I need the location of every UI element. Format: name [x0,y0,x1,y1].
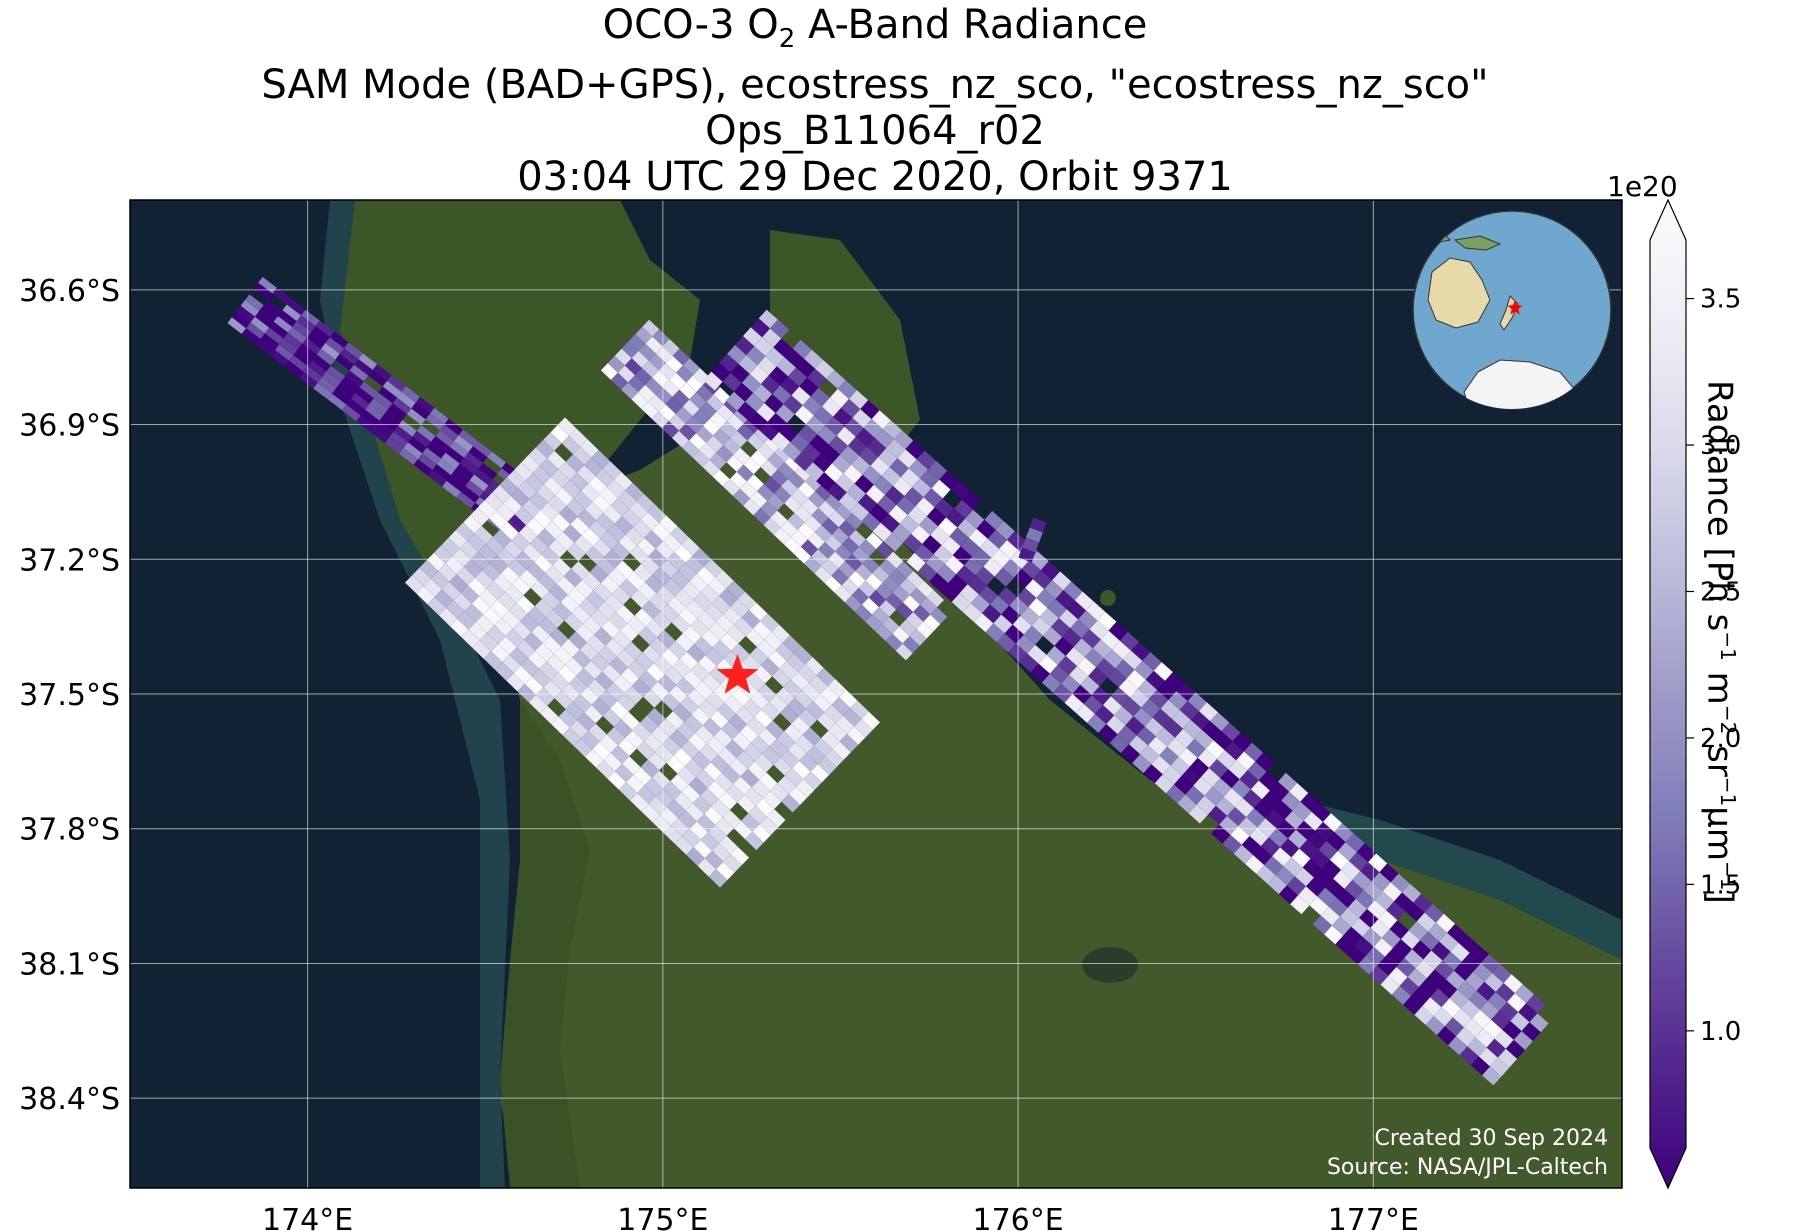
radiance-swaths [227,276,1549,1086]
colorbar-tick-label: 3.0 [1700,431,1741,461]
colorbar-label-exponent: −2 [1716,704,1740,735]
title-line-2: SAM Mode (BAD+GPS), ecostress_nz_sco, "e… [261,62,1489,108]
colorbar-exponent: 1e20 [1607,170,1678,203]
colorbar-tick-label: 2.0 [1700,724,1741,754]
lat-tick-label: 38.4°S [19,1082,120,1117]
colorbar-label-part: sr [1699,734,1740,777]
figure-title: OCO-3 O2 A-Band Radiance SAM Mode (BAD+G… [0,2,1750,200]
land-northland [340,200,700,640]
title-line-3: Ops_B11064_r02 [705,108,1045,154]
longitude-labels: 174°E 175°E 176°E 177°E [262,1203,1419,1231]
colorbar-ticks: 1.0 1.5 2.0 2.5 3.0 3.5 [1686,285,1741,1047]
colorbar-label-part: m [1699,660,1740,705]
colorbar-tick-label: 1.5 [1700,870,1741,900]
lat-tick-label: 36.9°S [19,409,120,444]
sounding-cell [703,371,723,391]
lat-tick-label: 38.1°S [19,947,120,982]
colorbar-label-part: μm [1699,806,1740,862]
lake-rotorua [1082,947,1138,983]
colorbar-label-part: ] [1699,890,1740,904]
lon-tick-label: 176°E [972,1203,1063,1231]
sounding-cell [708,868,728,888]
island-mayor [1100,595,1110,605]
latitude-labels: 36.6°S 36.9°S 37.2°S 37.5°S 37.8°S 38.1°S 38.4… [19,274,120,1117]
colorbar: 1.0 1.5 2.0 2.5 3.0 3.5 [1649,198,1741,1190]
lon-tick-label: 177°E [1328,1203,1419,1231]
land-waikato [500,420,1622,1188]
map-frame [129,199,1623,1189]
globe-target-marker-icon [1507,300,1523,315]
colorbar-bar [1649,198,1687,1190]
lon-tick-label: 174°E [262,1203,353,1231]
title-line-1: OCO-3 O2 A-Band Radiance [602,2,1148,54]
colorbar-tick-label: 3.5 [1700,285,1741,315]
colorbar-label-exponent: −1 [1716,861,1740,891]
lat-tick-label: 36.6°S [19,274,120,309]
target-star-icon [716,654,759,694]
lat-tick-label: 37.8°S [19,813,120,848]
colorbar-label: Radiance [Ph s−1 m−2 sr−1μm−1] [1700,380,1740,1020]
colorbar-label-exponent: −1 [1716,776,1740,807]
colorbar-label-part: Radiance [Ph s [1699,380,1740,632]
sounding-cell [781,793,801,813]
land-west-coast [500,700,590,1188]
sounding-cell [883,532,904,552]
globe-new-guinea [1453,235,1502,251]
title-line-4: 03:04 UTC 29 Dec 2020, Orbit 9371 [517,154,1233,200]
inset-globe [1412,210,1612,410]
coastal-shallows [320,200,510,1188]
lat-tick-label: 37.2°S [19,543,120,578]
sounding-cell [1481,1066,1502,1086]
lon-tick-label: 175°E [617,1203,708,1231]
credit-source: Source: NASA/JPL-Caltech [1327,1155,1608,1180]
sounding-cell [1188,804,1209,824]
map-panel: Created 30 Sep 2024 Source: NASA/JPL-Cal… [130,200,1622,1188]
graticule [130,200,1622,1188]
colorbar-label-exponent: −1 [1716,631,1740,661]
lat-tick-label: 37.5°S [19,678,120,713]
sounding-cell [744,831,764,851]
globe-australia [1427,257,1491,329]
credit-created: Created 30 Sep 2024 [1375,1126,1609,1151]
sounding-cell [895,643,914,661]
colorbar-tick-label: 2.5 [1700,577,1741,607]
colorbar-tick-label: 1.0 [1700,1017,1741,1047]
sounding-cell [1289,895,1310,915]
